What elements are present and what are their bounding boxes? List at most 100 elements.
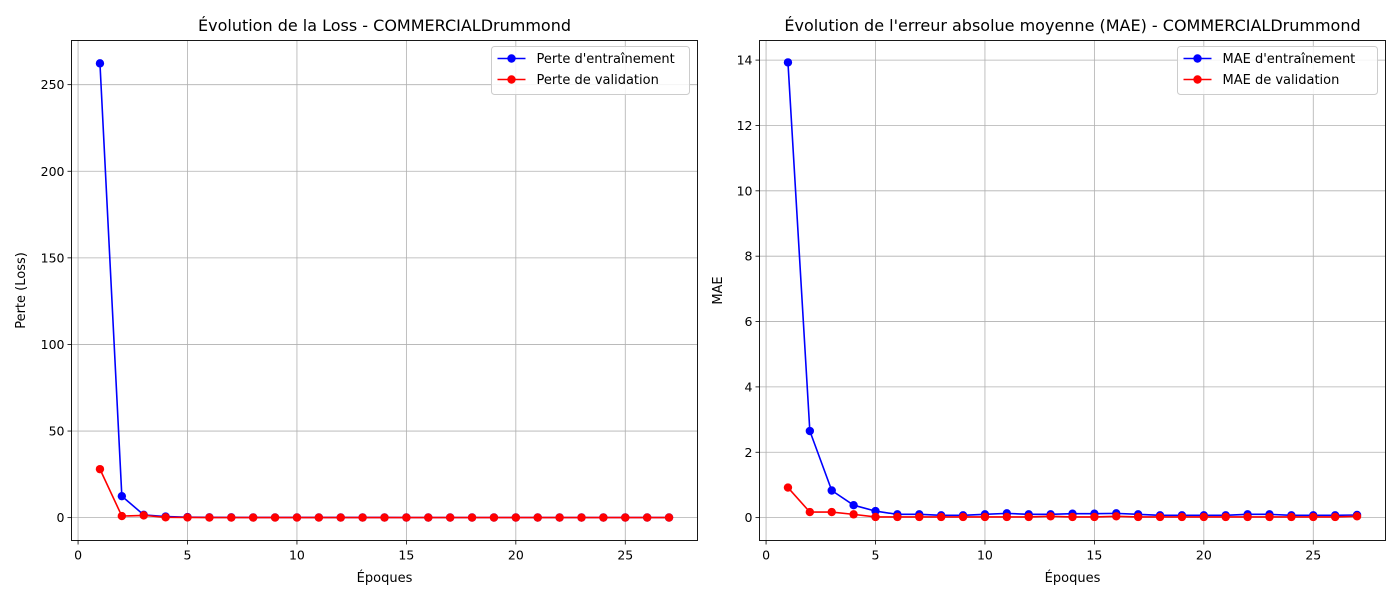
series-2-point [1221, 512, 1230, 522]
series-2-point [139, 511, 148, 520]
chart-1: Évolution de la Loss - COMMERCIALDrummon… [14, 16, 698, 586]
series-2-point [248, 513, 258, 522]
series-1-point [783, 58, 793, 67]
y-tick-label: 150 [41, 250, 65, 265]
y-tick-label: 4 [745, 379, 753, 394]
y-tick-label: 0 [57, 510, 65, 525]
legend-marker [1193, 54, 1202, 63]
series-2-point [183, 513, 192, 522]
x-tick-label: 15 [1086, 548, 1102, 563]
series-2-point [980, 512, 990, 522]
series-2-point [1046, 512, 1055, 521]
series-2-point [1002, 512, 1012, 522]
legend-box [491, 46, 690, 95]
series-2-point [511, 513, 521, 522]
series-2-point [270, 513, 280, 522]
x-tick-label: 10 [977, 548, 993, 563]
series-2-point [161, 513, 170, 522]
x-tick-label: 0 [762, 548, 770, 563]
x-tick-label: 10 [289, 548, 305, 563]
y-tick-label: 6 [745, 314, 753, 329]
series-1-point [95, 59, 105, 68]
series-2-point [117, 511, 127, 521]
legend-label: MAE d'entraînement [1223, 52, 1356, 67]
series-2-point [936, 512, 946, 522]
series-line-1 [787, 62, 1358, 517]
legend-box [1177, 46, 1378, 95]
legend-label: MAE de validation [1223, 73, 1340, 88]
series-2-point [599, 513, 608, 522]
y-tick-label: 0 [745, 510, 753, 525]
series-2-point [1177, 512, 1187, 522]
x-tick-label: 20 [1196, 548, 1212, 563]
legend-marker [507, 54, 516, 63]
y-axis-label: Perte (Loss) [14, 252, 29, 329]
x-tick-label: 25 [617, 548, 633, 563]
chart-title: Évolution de la Loss - COMMERCIALDrummon… [198, 16, 571, 35]
x-tick-label: 5 [872, 548, 880, 563]
x-tick-label: 5 [184, 548, 192, 563]
series-2-point [1352, 512, 1362, 521]
series-2-point [1024, 512, 1033, 522]
series-2-point [1330, 512, 1340, 522]
series-1-point [805, 426, 815, 436]
series-2-point [805, 507, 815, 517]
series-2-point [227, 513, 236, 522]
series-2-point [358, 513, 367, 522]
series-2-point [1068, 512, 1077, 522]
y-tick-label: 10 [737, 183, 753, 198]
series-2-point [577, 513, 586, 522]
series-1-point [827, 486, 836, 495]
y-tick-label: 2 [745, 445, 753, 460]
y-tick-label: 250 [41, 77, 65, 92]
chart-2: Évolution de l'erreur absolue moyenne (M… [711, 16, 1386, 586]
series-2-point [445, 513, 455, 522]
series-2-point [664, 513, 674, 522]
x-tick-label: 20 [508, 548, 524, 563]
y-tick-label: 8 [745, 249, 753, 264]
plot-frame [759, 40, 1386, 541]
series-2-point [1309, 512, 1318, 522]
y-tick-label: 14 [737, 53, 753, 68]
series-2-point [489, 513, 499, 522]
series-2-point [380, 513, 389, 522]
series-2-point [1112, 512, 1121, 521]
y-axis-label: MAE [711, 276, 726, 304]
x-axis-label: Époques [357, 570, 413, 586]
series-2-point [1199, 512, 1209, 522]
x-tick-label: 0 [74, 548, 82, 563]
series-2-point [621, 513, 630, 522]
legend-marker [1193, 75, 1202, 84]
series-2-point [314, 513, 324, 522]
series-2-point [95, 464, 105, 474]
legend-label: Perte d'entraînement [537, 52, 675, 67]
series-2-point [533, 513, 542, 522]
series-2-point [1133, 512, 1143, 522]
series-2-point [871, 512, 880, 522]
plot-frame [71, 40, 698, 541]
series-2-point [1287, 512, 1296, 522]
series-1-point [871, 506, 880, 516]
series-2-point [783, 483, 793, 492]
series-2-point [642, 513, 652, 522]
series-line-2 [99, 468, 670, 519]
series-2-point [555, 513, 564, 522]
series-1-point [117, 491, 127, 501]
series-2-point [1243, 512, 1252, 522]
series-2-point [849, 510, 858, 519]
series-2-point [205, 513, 214, 522]
y-tick-label: 50 [49, 424, 65, 439]
legend-label: Perte de validation [537, 73, 659, 88]
series-2-point [424, 513, 433, 522]
series-2-point [827, 507, 836, 517]
x-tick-label: 15 [398, 548, 414, 563]
y-tick-label: 100 [41, 337, 65, 352]
chart-title: Évolution de l'erreur absolue moyenne (M… [784, 16, 1360, 35]
series-2-point [958, 512, 968, 522]
series-2-point [467, 513, 477, 522]
series-2-point [402, 513, 411, 522]
x-axis-label: Époques [1045, 570, 1101, 586]
series-2-point [1090, 512, 1099, 522]
series-2-point [915, 512, 924, 522]
